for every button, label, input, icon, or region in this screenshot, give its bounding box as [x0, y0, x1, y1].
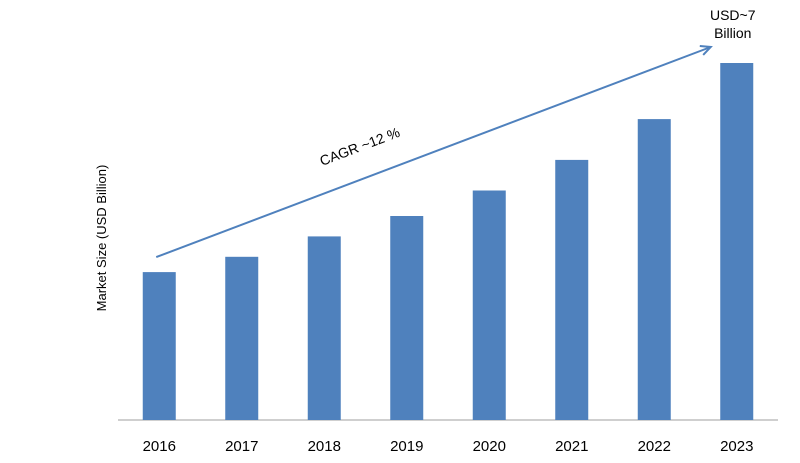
cagr-trend-arrow — [155, 45, 713, 259]
cagr-annotation: CAGR ~12 % — [317, 124, 402, 169]
bar-2017 — [225, 256, 259, 420]
x-tick-2023: 2023 — [720, 438, 753, 455]
bar-2023 — [720, 63, 754, 420]
trend-arrowhead — [699, 45, 713, 56]
x-tick-2016: 2016 — [143, 438, 176, 455]
trend-line — [155, 46, 712, 259]
x-tick-2018: 2018 — [308, 438, 341, 455]
end-value-annotation-line2: Billion — [714, 25, 751, 41]
x-tick-2021: 2021 — [555, 438, 588, 455]
x-tick-labels: 2016 2017 2018 2019 2020 2021 2022 2023 — [143, 438, 754, 455]
bar-2016 — [142, 272, 176, 420]
bar-2019 — [390, 216, 424, 420]
bars-group — [142, 63, 754, 420]
bar-2018 — [307, 236, 341, 420]
x-tick-2019: 2019 — [390, 438, 423, 455]
y-axis-label: Market Size (USD Billion) — [94, 165, 109, 312]
x-tick-2022: 2022 — [638, 438, 671, 455]
bar-2020 — [472, 190, 506, 420]
end-value-annotation-line1: USD~7 — [710, 7, 756, 23]
x-tick-2017: 2017 — [225, 438, 258, 455]
bar-2021 — [555, 159, 589, 420]
bar-2022 — [637, 119, 671, 420]
x-tick-2020: 2020 — [473, 438, 506, 455]
